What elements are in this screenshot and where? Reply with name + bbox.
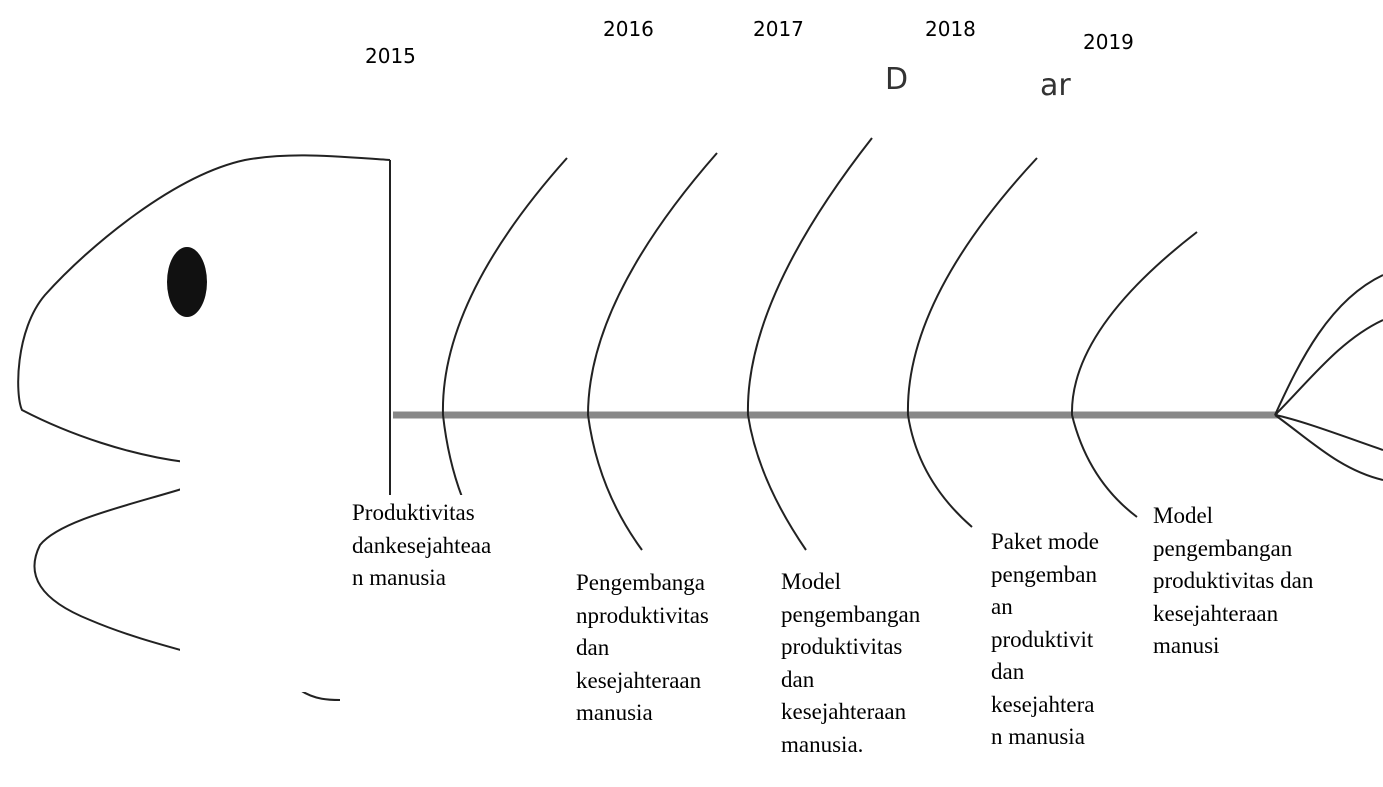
head-outline xyxy=(18,155,390,462)
text-line: kesejahteraan xyxy=(576,665,766,698)
rib xyxy=(748,138,872,550)
text-line: dan xyxy=(991,656,1141,689)
text-line: n manusia xyxy=(352,562,552,595)
text-line: produktivitas dan xyxy=(1153,565,1383,598)
year-label: 2015 xyxy=(365,44,416,68)
text-line: manusi xyxy=(1153,630,1383,663)
year-label: 2019 xyxy=(1083,30,1134,54)
tail xyxy=(1275,415,1383,480)
year-label: 2016 xyxy=(603,17,654,41)
rib xyxy=(908,158,1037,527)
title-fragment: ar xyxy=(1040,68,1071,103)
text-line: dankesejahteaa xyxy=(352,530,552,563)
text-line: kesejahtera xyxy=(991,689,1141,722)
text-line: pengembangan xyxy=(781,599,981,632)
text-line: manusia xyxy=(576,697,766,730)
year-label: 2018 xyxy=(925,17,976,41)
text-line: kesejahteraan xyxy=(781,696,981,729)
rib xyxy=(588,153,717,550)
text-line: Paket mode xyxy=(991,526,1141,559)
text-line: an xyxy=(991,591,1141,624)
tail xyxy=(1275,320,1383,415)
text-line: produktivit xyxy=(991,624,1141,657)
rib xyxy=(443,158,567,497)
title-fragment: D xyxy=(885,62,908,97)
text-line: dan xyxy=(576,632,766,665)
tail xyxy=(1275,275,1383,415)
text-line: pengemban xyxy=(991,559,1141,592)
eye xyxy=(167,247,207,317)
text-line: Model xyxy=(781,566,981,599)
page: {"years": ["2015", "2016", "2017", "2018… xyxy=(0,0,1383,787)
text-line: produktivitas xyxy=(781,631,981,664)
cover xyxy=(180,452,345,692)
tail xyxy=(1275,415,1383,450)
text-line: manusia. xyxy=(781,729,981,762)
rib xyxy=(1072,232,1197,517)
text-line: pengembangan xyxy=(1153,533,1383,566)
year-label: 2017 xyxy=(753,17,804,41)
text-line: Model xyxy=(1153,500,1383,533)
text-line: n manusia xyxy=(991,721,1141,754)
text-line: Produktivitas xyxy=(352,497,552,530)
text-line: nproduktivitas xyxy=(576,600,766,633)
text-line: dan xyxy=(781,664,981,697)
text-line: kesejahteraan xyxy=(1153,598,1383,631)
text-line: Pengembanga xyxy=(576,567,766,600)
